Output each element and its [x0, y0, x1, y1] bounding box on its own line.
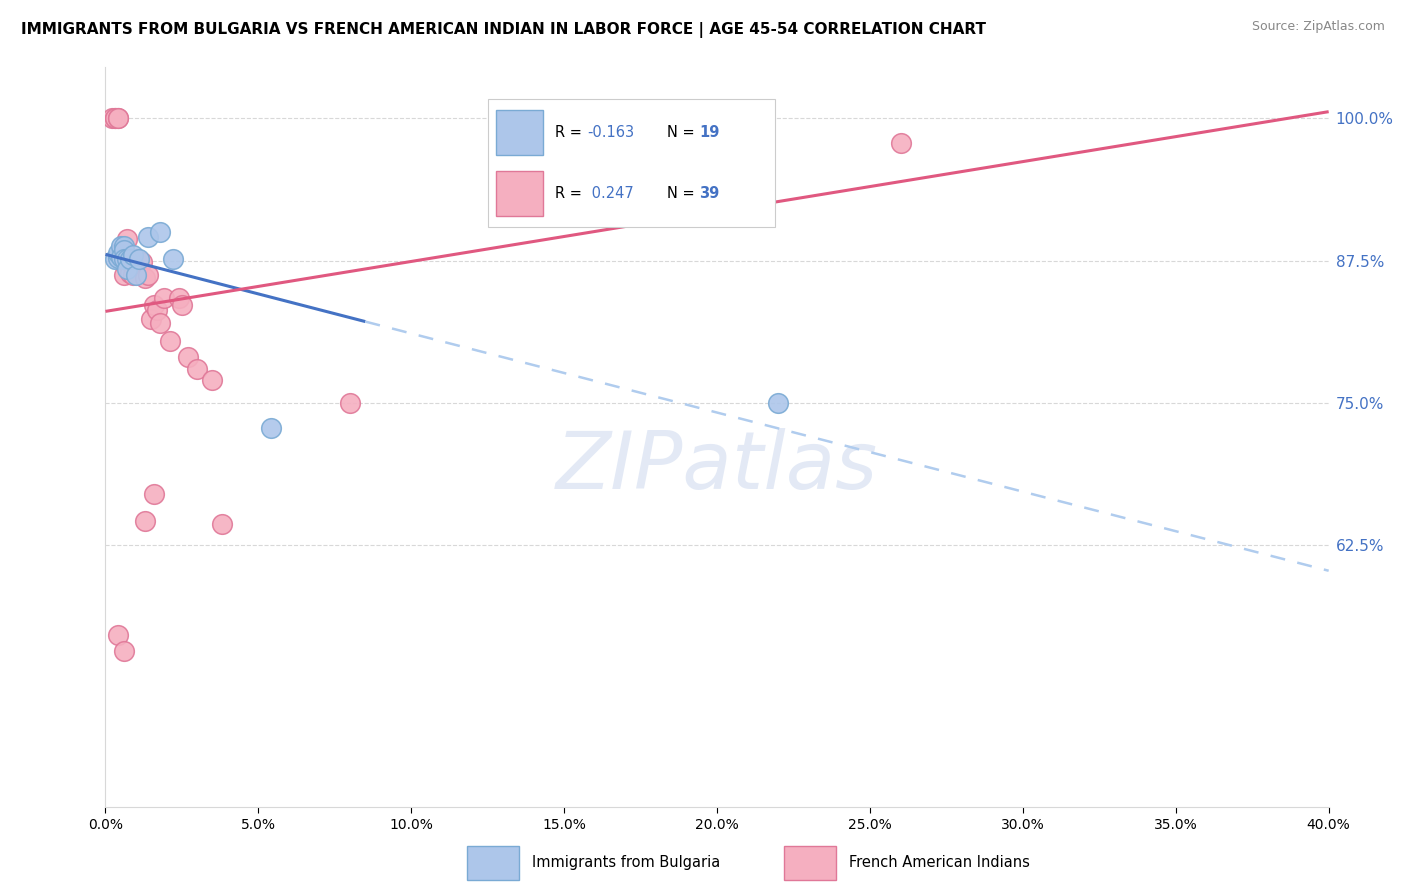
Point	[100, 111, 122, 125]
Point	[128, 257, 150, 271]
Point	[167, 291, 190, 305]
Point	[125, 268, 148, 283]
Point	[115, 261, 138, 276]
Point	[125, 252, 148, 267]
Point	[143, 487, 166, 501]
Text: ZIPatlas: ZIPatlas	[555, 427, 879, 506]
Point	[128, 252, 150, 267]
Point	[201, 373, 224, 387]
Text: N =: N =	[666, 125, 699, 140]
Text: Source: ZipAtlas.com: Source: ZipAtlas.com	[1251, 20, 1385, 33]
Text: N =: N =	[666, 186, 699, 202]
Point	[339, 396, 361, 410]
Point	[107, 111, 129, 125]
Y-axis label: In Labor Force | Age 45-54: In Labor Force | Age 45-54	[0, 341, 8, 533]
Point	[115, 254, 138, 268]
Point	[259, 421, 281, 435]
Point	[768, 396, 790, 410]
Point	[112, 238, 135, 252]
Point	[134, 514, 156, 528]
Text: R =: R =	[555, 125, 586, 140]
Point	[141, 311, 163, 326]
Point	[136, 268, 159, 283]
Point	[122, 259, 145, 273]
Point	[112, 644, 135, 658]
Point	[136, 229, 159, 244]
Bar	[496, 110, 543, 155]
Point	[118, 257, 141, 271]
Point	[118, 252, 141, 267]
Point	[107, 245, 129, 260]
Point	[112, 268, 135, 283]
Text: -0.163: -0.163	[588, 125, 634, 140]
Text: 39: 39	[699, 186, 720, 202]
Point	[104, 111, 127, 125]
Text: 0.247: 0.247	[588, 186, 634, 202]
Point	[177, 351, 200, 365]
Point	[112, 244, 135, 258]
Point	[115, 232, 138, 246]
FancyBboxPatch shape	[488, 99, 775, 227]
Text: 19: 19	[699, 125, 720, 140]
Point	[122, 248, 145, 262]
Point	[107, 628, 129, 642]
Text: R =: R =	[555, 186, 586, 202]
Point	[118, 266, 141, 280]
Text: Immigrants from Bulgaria: Immigrants from Bulgaria	[531, 855, 720, 870]
Bar	[467, 846, 519, 880]
Point	[131, 254, 153, 268]
Point	[644, 111, 666, 125]
Point	[110, 245, 132, 260]
Text: French American Indians: French American Indians	[849, 855, 1029, 870]
Point	[186, 361, 208, 376]
Point	[170, 298, 193, 312]
Point	[889, 136, 911, 151]
Point	[149, 316, 172, 330]
Point	[107, 252, 129, 266]
Point	[211, 516, 233, 531]
Point	[110, 250, 132, 264]
Point	[152, 291, 174, 305]
Point	[107, 111, 129, 125]
Point	[159, 334, 181, 349]
Point	[112, 252, 135, 267]
Point	[110, 238, 132, 252]
Point	[149, 225, 172, 239]
Bar	[785, 846, 837, 880]
Point	[146, 302, 169, 317]
Point	[112, 252, 135, 267]
Point	[134, 270, 156, 285]
Text: IMMIGRANTS FROM BULGARIA VS FRENCH AMERICAN INDIAN IN LABOR FORCE | AGE 45-54 CO: IMMIGRANTS FROM BULGARIA VS FRENCH AMERI…	[21, 22, 986, 38]
Point	[115, 252, 138, 267]
Point	[122, 268, 145, 283]
Bar	[496, 171, 543, 217]
Point	[104, 252, 127, 267]
Point	[110, 252, 132, 267]
Point	[162, 252, 184, 267]
Point	[143, 298, 166, 312]
Point	[104, 111, 127, 125]
